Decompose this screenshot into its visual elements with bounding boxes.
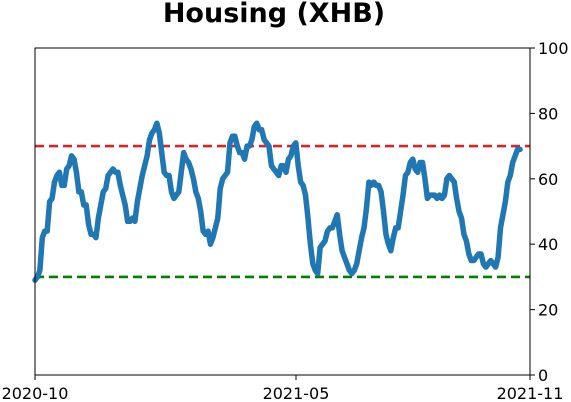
chart-title: Housing (XHB) (163, 0, 385, 29)
x-tick-label: 2021-11 (497, 384, 564, 402)
y-tick-label: 0 (538, 366, 548, 385)
plot-area (32, 47, 531, 376)
y-tick-label: 80 (538, 104, 558, 123)
y-tick-label: 20 (538, 301, 558, 320)
y-tick-label: 40 (538, 235, 558, 254)
y-tick-label: 100 (538, 39, 569, 58)
y-tick-label: 60 (538, 170, 558, 189)
x-tick-label: 2021-05 (263, 384, 330, 402)
series-line (32, 120, 523, 283)
x-tick-label: 2020-10 (2, 384, 69, 402)
x-axis: 2020-10 2021-05 2021-11 (2, 375, 564, 402)
y-axis: 0 20 40 60 80 100 (530, 39, 569, 385)
plot-frame (34, 47, 531, 376)
